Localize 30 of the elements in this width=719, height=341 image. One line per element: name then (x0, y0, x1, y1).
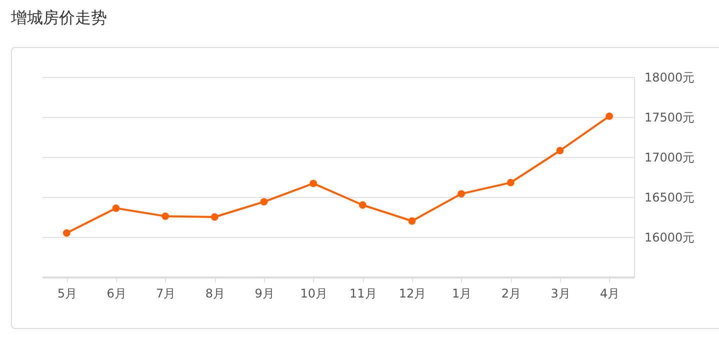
x-tick-label: 12月 (398, 286, 426, 300)
x-tick-label: 6月 (106, 286, 126, 300)
x-tick-label: 2月 (501, 286, 521, 300)
x-tick-label: 3月 (550, 286, 570, 300)
point (210, 213, 218, 221)
y-tick-label: 18000元 (644, 70, 695, 84)
y-tick-label: 16000元 (644, 230, 695, 244)
point (458, 190, 466, 198)
x-tick-label: 10月 (300, 286, 328, 300)
point (408, 217, 416, 225)
x-tick-label: 4月 (600, 286, 620, 300)
point (260, 198, 268, 206)
point (310, 180, 318, 188)
chart-title: 增城房价走势 (11, 8, 107, 29)
y-tick-label: 16500元 (644, 190, 695, 204)
point (358, 201, 366, 209)
point (162, 212, 170, 220)
point (506, 178, 514, 186)
x-tick-label: 7月 (156, 286, 176, 300)
y-tick-label: 17500元 (644, 110, 695, 124)
x-tick-label: 9月 (254, 286, 274, 300)
x-tick-label: 11月 (350, 286, 377, 300)
x-tick-label: 8月 (205, 286, 225, 300)
y-tick-label: 17000元 (644, 150, 695, 164)
point (62, 229, 70, 237)
x-tick-label: 1月 (452, 286, 472, 300)
x-tick-label: 5月 (57, 286, 77, 300)
point (556, 146, 564, 154)
point (112, 204, 120, 212)
point (606, 112, 614, 120)
